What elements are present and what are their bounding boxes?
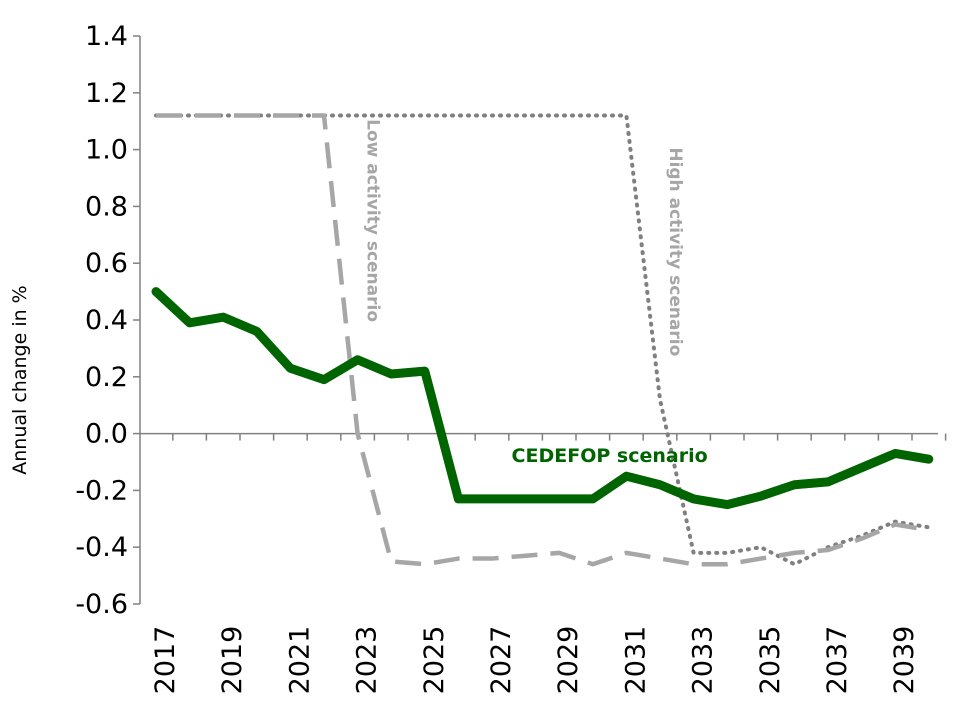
x-tick-label: 2035	[755, 626, 786, 695]
x-tick-label: 2039	[889, 626, 920, 695]
y-tick-label: 0.2	[85, 362, 128, 393]
x-tick-label: 2017	[150, 626, 181, 695]
axes: 1.4 1.2 1.0 0.8 0.6 0.4 0.2 0.0 -0.2 -0.4 -0.6 201…	[75, 21, 947, 695]
annotation-cedefop-scenario: CEDEFOP scenario	[512, 445, 708, 467]
y-tick-label: 0.4	[85, 305, 128, 336]
annotation-layer: CEDEFOP scenario Low activity scenario Hig…	[363, 119, 708, 467]
series-line-cedefop-scenario	[151, 287, 934, 510]
y-tick-label: -0.4	[75, 532, 128, 563]
x-tick-label: 2019	[217, 626, 248, 695]
y-tick-label: 1.4	[85, 21, 128, 52]
annotation-high-activity-scenario: High activity scenario	[665, 147, 685, 356]
y-tick-label: 0.0	[85, 419, 128, 450]
x-tick-label: 2023	[352, 626, 383, 695]
x-tick-label: 2021	[284, 626, 315, 695]
y-tick-label: -0.6	[75, 589, 128, 620]
y-tick-label: 0.6	[85, 248, 128, 279]
x-tick-label: 2025	[419, 626, 450, 695]
series-line-low-activity-scenario	[156, 113, 930, 567]
y-tick-label: 1.0	[85, 135, 128, 166]
series-layer	[151, 113, 934, 567]
y-tick-label: 1.2	[85, 78, 128, 109]
x-tick-label: 2031	[620, 626, 651, 695]
y-tick-label: 0.8	[85, 191, 128, 222]
y-ticks: 1.4 1.2 1.0 0.8 0.6 0.4 0.2 0.0 -0.2 -0.4 -0.6	[75, 21, 140, 620]
x-tick-label: 2033	[688, 626, 719, 695]
x-ticks: 2017 2019 2021 2023 2025 2027 2029 2031 2033 2035…	[150, 433, 947, 695]
y-tick-label: -0.2	[75, 475, 128, 506]
annotation-low-activity-scenario: Low activity scenario	[363, 119, 383, 322]
x-tick-label: 2037	[822, 626, 853, 695]
x-tick-label: 2027	[486, 626, 517, 695]
y-axis-title: Annual change in %	[9, 285, 31, 474]
x-tick-label: 2029	[553, 626, 584, 695]
